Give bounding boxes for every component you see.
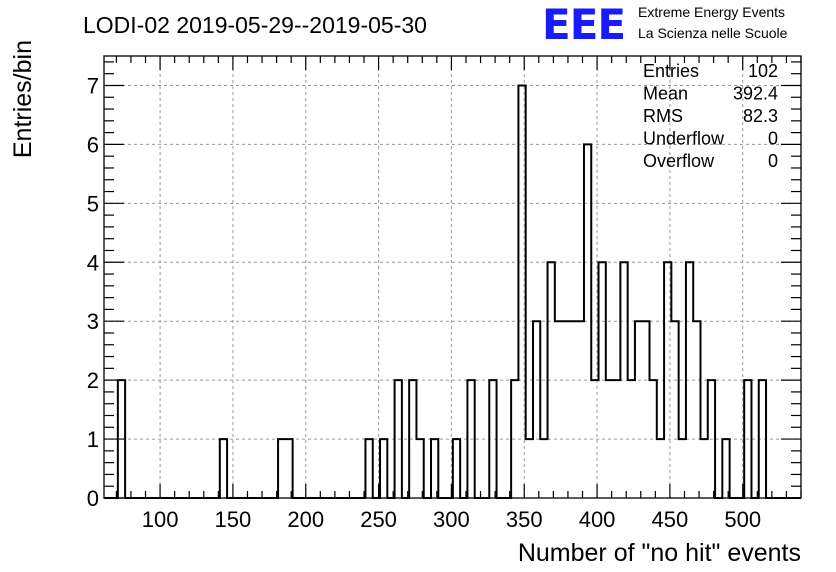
- histogram-bin: [657, 439, 664, 498]
- histogram-bin: [700, 439, 707, 498]
- histogram-bin: [533, 321, 540, 498]
- stats-label: Overflow: [643, 151, 715, 171]
- stats-label: Underflow: [643, 129, 725, 149]
- histogram-bin: [693, 321, 700, 498]
- histogram-bin: [220, 439, 227, 498]
- histogram-bin: [416, 439, 423, 498]
- histogram-bin: [380, 439, 387, 498]
- y-tick-label: 6: [87, 132, 99, 157]
- logo-caption-line2: La Scienza nelle Scuole: [638, 25, 788, 41]
- histogram-bin: [555, 321, 562, 498]
- x-tick-label: 100: [142, 507, 179, 532]
- histogram-bin: [722, 439, 729, 498]
- histogram-bin: [642, 321, 649, 498]
- plot-frame: [103, 55, 802, 499]
- histogram-bin: [453, 439, 460, 498]
- y-tick-label: 0: [87, 486, 99, 511]
- histogram-bin: [526, 439, 533, 498]
- axis-ticks: 100 150 200 250 300 350 400 450 500 0 1 2 3 4 5 6 7: [87, 56, 802, 532]
- x-tick-label: 350: [506, 507, 543, 532]
- x-tick-label: 250: [360, 507, 397, 532]
- y-tick-label: 1: [87, 427, 99, 452]
- stats-value: 0: [768, 151, 778, 171]
- x-tick-label: 150: [215, 507, 252, 532]
- stats-label: Mean: [643, 84, 688, 104]
- histogram-bin: [365, 439, 372, 498]
- x-tick-label: 300: [433, 507, 470, 532]
- stats-value: 0: [768, 129, 778, 149]
- x-tick-label: 500: [724, 507, 761, 532]
- y-tick-label: 3: [87, 309, 99, 334]
- x-axis-label: Number of "no hit" events: [518, 539, 801, 567]
- histogram-bin: [635, 321, 642, 498]
- y-axis-label: Entries/bin: [9, 40, 37, 158]
- histogram-bin: [679, 439, 686, 498]
- y-tick-label: 2: [87, 368, 99, 393]
- histogram-bin: [285, 439, 292, 498]
- histogram-bin: [540, 439, 547, 498]
- y-tick-label: 7: [87, 73, 99, 98]
- histogram-bin: [431, 439, 438, 498]
- histogram-bin: [562, 321, 569, 498]
- logo-caption-line1: Extreme Energy Events: [638, 4, 785, 20]
- x-tick-label: 450: [652, 507, 689, 532]
- histogram-bin: [569, 321, 576, 498]
- stats-value: 82.3: [743, 106, 778, 126]
- grid-lines: [104, 56, 801, 498]
- stats-label: Entries: [643, 61, 699, 81]
- eee-logo: EEE: [542, 0, 625, 49]
- stats-value: 392.4: [733, 84, 778, 104]
- histogram-bin: [671, 321, 678, 498]
- histogram-bin: [278, 439, 285, 498]
- y-tick-label: 5: [87, 191, 99, 216]
- y-tick-label: 4: [87, 250, 99, 275]
- stats-value: 102: [748, 61, 778, 81]
- x-tick-label: 200: [287, 507, 324, 532]
- chart-title: LODI-02 2019-05-29--2019-05-30: [83, 12, 427, 38]
- x-tick-label: 400: [579, 507, 616, 532]
- stats-label: RMS: [643, 106, 683, 126]
- stats-box: Entries 102 Mean 392.4 RMS 82.3 Underflow 0 Over…: [643, 61, 778, 171]
- histogram-bin: [577, 321, 584, 498]
